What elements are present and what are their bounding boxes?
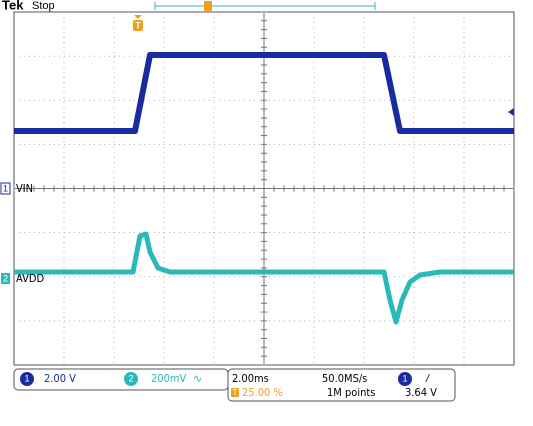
trigger-marker-label: T	[135, 20, 141, 30]
trigger-badge	[231, 388, 239, 397]
trigger-slope: /	[425, 373, 430, 385]
trigger-marker	[133, 20, 143, 31]
brand: Tek	[2, 0, 24, 12]
ch1-marker	[0, 182, 11, 195]
ch1-label: VIN	[16, 182, 33, 195]
ch2-badge-label: 2	[128, 373, 133, 383]
record-length: 1M points	[327, 386, 375, 399]
ch2-marker-label: 2	[3, 273, 8, 283]
ch2-waveform	[14, 231, 514, 325]
ch1-marker-label: 1	[3, 183, 8, 193]
ch1-waveform	[14, 52, 514, 134]
horizontal-box	[227, 368, 456, 402]
record-view-marker	[204, 1, 212, 11]
ch1-scale: 2.00 V	[44, 372, 76, 385]
ch1-badge	[20, 372, 34, 386]
ch2-scale: 200mV	[151, 372, 187, 385]
trigger-level-marker	[508, 108, 514, 116]
ch2-badge	[124, 372, 138, 386]
trigger-arrow	[134, 15, 142, 19]
trigger-level: 3.64 V	[405, 386, 437, 399]
run-status: Stop	[32, 0, 55, 12]
trigger-source: 1	[402, 373, 407, 383]
timebase: 2.00ms	[232, 372, 269, 385]
trigger-source-badge	[398, 372, 412, 386]
sample-rate: 50.0MS/s	[322, 372, 367, 385]
ch2-bandwidth: ∿	[193, 373, 202, 385]
trigger-badge-label: T	[233, 388, 238, 397]
ch2-marker	[1, 273, 10, 284]
graticule	[13, 11, 515, 366]
ch1-badge-label: 1	[24, 373, 29, 383]
trigger-position: 25.00 %	[242, 386, 283, 399]
ch2-label: AVDD	[16, 272, 44, 285]
